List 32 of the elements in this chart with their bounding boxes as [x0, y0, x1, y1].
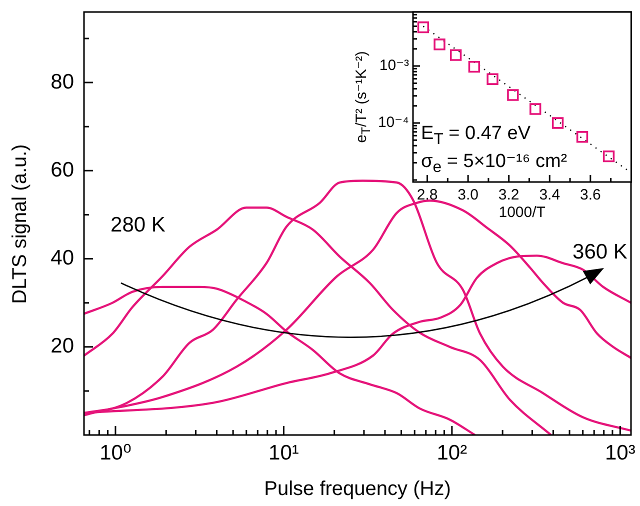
point: [486, 73, 498, 85]
annotation: E$_{T}$ = 0.47 eV: [421, 123, 531, 148]
y-tick-label: 80: [50, 70, 74, 94]
y-tick-label: 10⁻³: [379, 57, 409, 74]
point: [450, 49, 462, 61]
x-tick-label: 3.0: [458, 186, 478, 204]
point: [434, 38, 446, 50]
point: [552, 117, 564, 129]
x-tick-label: 2.8: [416, 186, 438, 204]
x-axis-title: Pulse frequency (Hz): [264, 478, 451, 500]
point: [417, 21, 430, 34]
point: [468, 60, 480, 73]
y-tick-label: 60: [50, 158, 74, 182]
point: [576, 131, 588, 143]
y-axis-title: DLTS signal (a.u.): [9, 144, 31, 304]
y-tick-label: 10⁻⁴: [378, 114, 409, 132]
x-tick-label: 10¹: [268, 441, 299, 464]
x-tick-label: 10³: [604, 441, 636, 464]
x-tick-label: 3.2: [498, 186, 520, 204]
x-tick-label: 3.6: [580, 186, 601, 204]
point: [530, 103, 542, 115]
annotation: 280 K: [110, 214, 166, 236]
x-tick-label: 10⁰: [100, 441, 132, 464]
annotation: σ$_{e}$ = 5×10⁻¹⁶ cm²: [421, 151, 568, 176]
x-axis-title: 1000/T: [498, 204, 546, 221]
point: [507, 89, 519, 101]
x-tick-label: 10²: [436, 441, 468, 464]
y-tick-label: 20: [50, 334, 74, 358]
x-tick-label: 3.4: [539, 186, 560, 204]
y-tick-label: 40: [50, 246, 74, 270]
point: [602, 150, 615, 162]
annotation: 360 K: [572, 240, 628, 264]
